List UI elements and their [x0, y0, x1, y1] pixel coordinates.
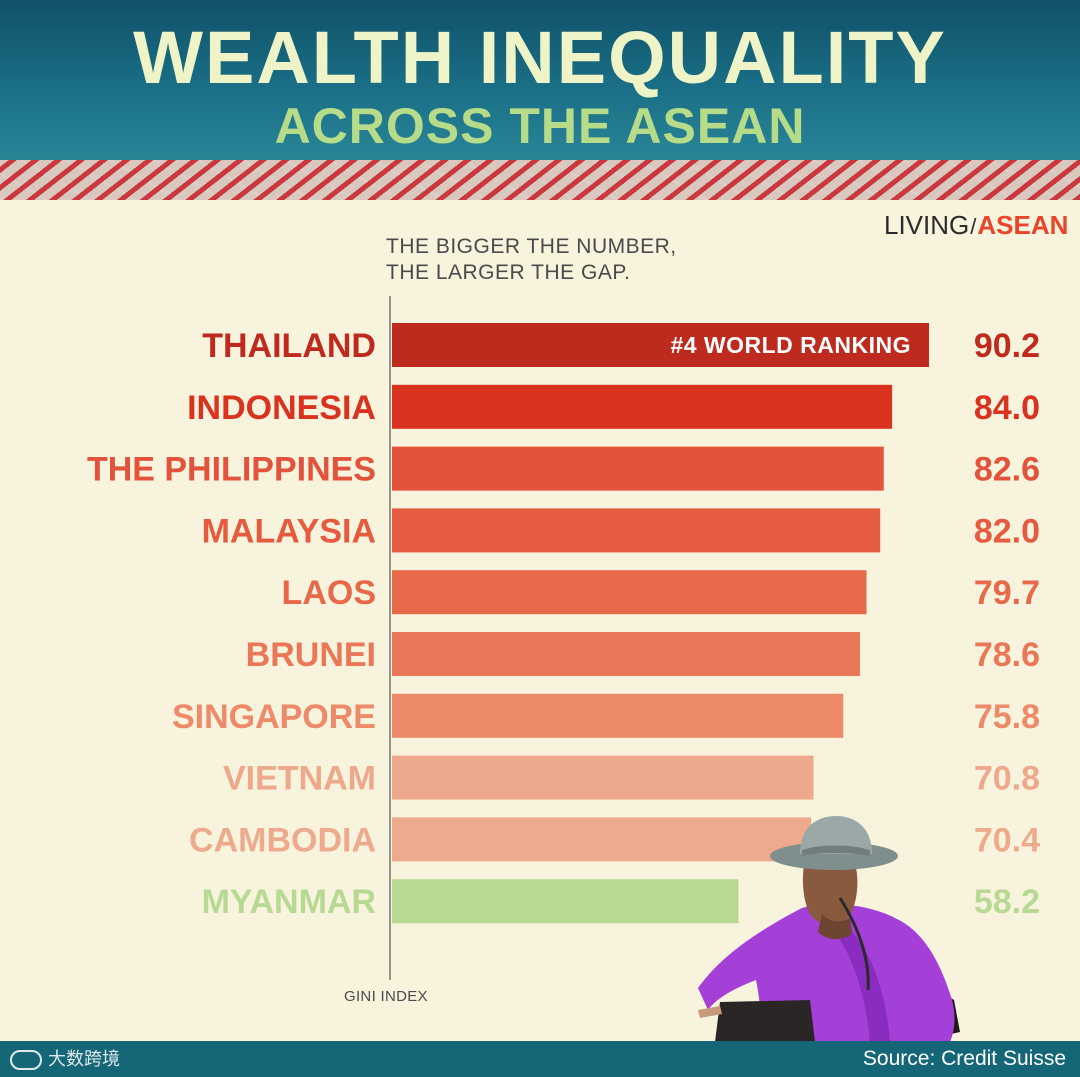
value-label: 78.6: [974, 636, 1040, 674]
value-label: 82.6: [974, 451, 1040, 489]
value-label: 70.4: [974, 821, 1040, 859]
header-banner: WEALTH INEQUALITY ACROSS THE ASEAN: [0, 0, 1080, 160]
value-label: 70.8: [974, 760, 1040, 798]
page-title: WEALTH INEQUALITY: [133, 16, 947, 99]
logo-text-living: LIVING: [884, 210, 970, 240]
value-label: 90.2: [974, 327, 1040, 365]
person-photo: [698, 816, 960, 1042]
living-asean-logo: LIVING/ASEAN: [884, 208, 1068, 242]
bar-laos: [392, 570, 867, 615]
chart-note: THE BIGGER THE NUMBER, THE LARGER THE GA…: [386, 234, 677, 286]
source-credit: Source: Credit Suisse: [862, 1047, 1066, 1070]
category-label: BRUNEI: [246, 636, 376, 674]
bar-annotation: #4 WORLD RANKING: [670, 332, 911, 358]
category-label: THAILAND: [202, 327, 376, 365]
category-label: MALAYSIA: [202, 512, 376, 550]
category-label: THE PHILIPPINES: [87, 451, 376, 489]
watermark: 大数跨境: [10, 1045, 120, 1073]
bar-brunei: [392, 632, 860, 676]
x-axis-label: GINI INDEX: [344, 988, 428, 1005]
bar-chart: THAILAND 90.2 INDONESIA 84.0 THE PHILIPPINES…: [87, 296, 1040, 980]
bar-thailand: [392, 323, 929, 367]
category-label: SINGAPORE: [172, 698, 376, 736]
value-label: 82.0: [974, 512, 1040, 550]
footer-bar: 大数跨境 Source: Credit Suisse: [0, 1041, 1080, 1077]
category-label: CAMBODIA: [189, 821, 376, 859]
decorative-banknote-strip: [0, 160, 1080, 200]
value-label: 58.2: [974, 883, 1040, 921]
category-label: LAOS: [282, 574, 376, 612]
logo-text-asean: ASEAN: [977, 210, 1069, 240]
bar-malaysia: [392, 508, 881, 553]
category-label: MYANMAR: [202, 883, 376, 921]
chart-note-line-2: THE LARGER THE GAP.: [386, 261, 631, 284]
bar-myanmar: [392, 879, 739, 924]
watermark-text: 大数跨境: [48, 1049, 120, 1069]
logo-separator: /: [970, 214, 977, 239]
bar-indonesia: [392, 384, 893, 429]
bar-vietnam: [392, 755, 814, 800]
watermark-icon: [10, 1050, 42, 1071]
value-label: 84.0: [974, 389, 1040, 427]
bar-cambodia: [392, 817, 812, 862]
page-subtitle: ACROSS THE ASEAN: [274, 98, 806, 154]
bar-the-philippines: [392, 446, 884, 491]
value-label: 75.8: [974, 698, 1040, 736]
bar-singapore: [392, 693, 844, 738]
category-label: INDONESIA: [187, 389, 376, 427]
value-label: 79.7: [974, 574, 1040, 612]
chart-note-line-1: THE BIGGER THE NUMBER,: [386, 235, 677, 258]
category-label: VIETNAM: [223, 760, 376, 798]
